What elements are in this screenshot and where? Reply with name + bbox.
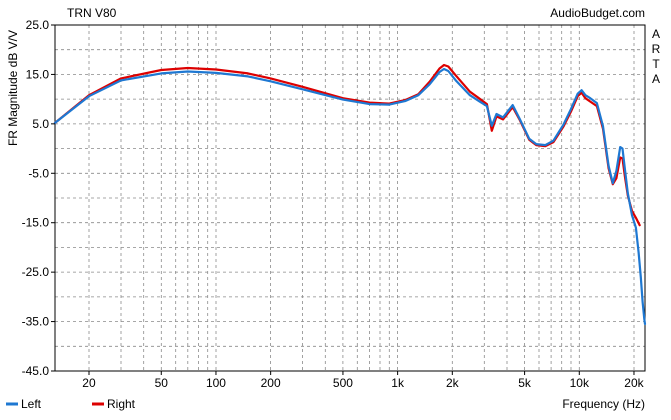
x-tick-label: 50 <box>155 376 169 390</box>
y-tick-label: -5.0 <box>28 166 49 180</box>
y-axis-label: FR Magnitude dB V/V <box>6 30 20 146</box>
x-tick-label: 20k <box>624 376 644 390</box>
x-tick-label: 500 <box>333 376 353 390</box>
tick-labels: 20 50 100 200 500 1k 2k 5k 10k 20k 25.0 15.0 5.0 -5.0… <box>22 18 645 390</box>
x-tick-label: 20 <box>82 376 96 390</box>
x-axis-label: Frequency (Hz) <box>562 397 645 411</box>
y-tick-label: 25.0 <box>26 18 50 32</box>
watermark-text: AudioBudget.com <box>550 6 645 20</box>
legend-left-label: Left <box>21 397 42 411</box>
x-tick-label: 5k <box>518 376 532 390</box>
y-tick-label: 5.0 <box>32 117 49 131</box>
y-tick-label: 15.0 <box>26 67 50 81</box>
y-tick-label: -35.0 <box>22 315 50 329</box>
y-tick-label: -25.0 <box>22 265 50 279</box>
series-line-left <box>53 67 647 326</box>
x-tick-label: 200 <box>261 376 281 390</box>
x-tick-label: 1k <box>391 376 405 390</box>
y-tick-label: -45.0 <box>22 364 50 378</box>
side-label-letter: A <box>652 72 660 86</box>
x-tick-label: 10k <box>570 376 590 390</box>
x-tick-label: 100 <box>206 376 226 390</box>
series-layer <box>53 63 647 326</box>
grid-lines <box>55 25 645 371</box>
legend: Left Right <box>6 397 136 411</box>
side-label-letter: T <box>652 57 660 71</box>
y-tick-label: -15.0 <box>22 216 50 230</box>
legend-right-label: Right <box>107 397 136 411</box>
chart-title: TRN V80 <box>67 6 117 20</box>
side-label-letter: A <box>652 27 660 41</box>
plot-border <box>54 24 646 372</box>
x-tick-label: 2k <box>446 376 460 390</box>
side-label-letter: R <box>652 42 661 56</box>
